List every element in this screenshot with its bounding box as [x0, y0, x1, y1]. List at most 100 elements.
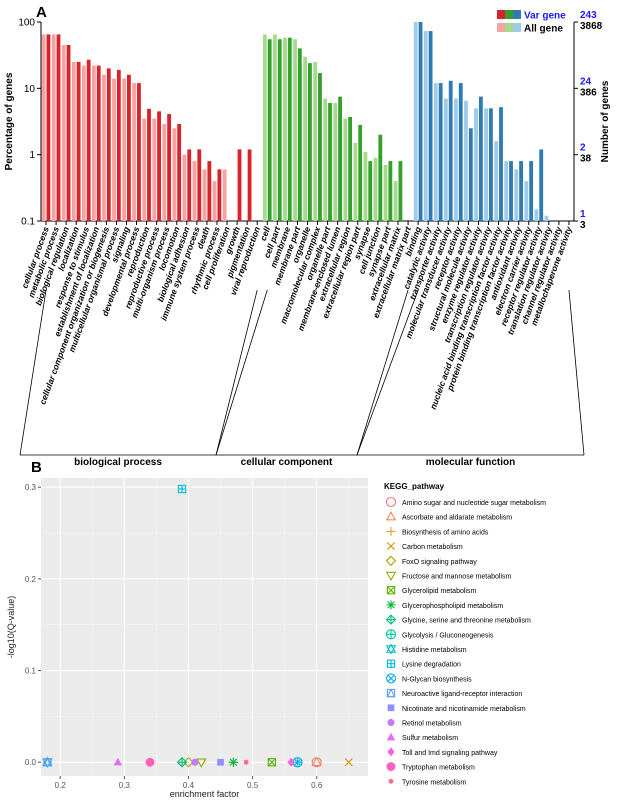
marker-shape	[387, 747, 395, 757]
marker-diamond	[287, 757, 295, 767]
legend-entry-label: Carbon metabolism	[402, 544, 463, 551]
legend-entry-label: Histidine metabolism	[402, 647, 467, 654]
bar-all-gene	[373, 157, 378, 221]
bar-var-gene	[458, 83, 463, 221]
marker-stroke	[267, 758, 276, 767]
legend-entry-label: N-Glycan biosynthesis	[402, 676, 472, 683]
legend-entry-label: Retinol metabolism	[402, 721, 462, 728]
legend-entry-label: Neuroactive ligand-receptor interaction	[402, 691, 522, 698]
bar-all-gene	[333, 103, 338, 221]
bar-plot-area	[41, 22, 574, 221]
legend-swatch-var	[513, 10, 521, 19]
marker-stroke	[229, 758, 238, 767]
marker-shape	[386, 762, 396, 772]
marker-cross	[387, 542, 395, 551]
legend-swatch-all	[505, 23, 513, 32]
marker-circle-large	[386, 762, 396, 772]
bar-all-gene	[343, 118, 348, 221]
bar-var-gene	[116, 69, 121, 221]
bar-all-gene	[71, 61, 76, 221]
marker-circle-small	[243, 759, 249, 765]
marker-shape	[113, 757, 123, 766]
marker-diamond-open	[385, 555, 397, 567]
legend-entry-label: FoxO signaling pathway	[402, 559, 477, 566]
marker-square	[387, 704, 395, 712]
marker-circle-cross	[385, 673, 397, 684]
group-label: molecular function	[426, 457, 515, 468]
bar-all-gene	[524, 181, 529, 221]
bar-var-gene	[398, 161, 403, 221]
group-bracket-right	[215, 289, 258, 456]
bar-var-gene	[86, 59, 91, 221]
legend-entry-label: Glycerophospholipid metabolism	[402, 603, 503, 610]
bar-all-gene	[61, 45, 66, 221]
x-category-label: cell	[258, 225, 272, 242]
legend-entry-label: Tryptophan metabolism	[402, 765, 475, 772]
bar-var-gene	[348, 116, 353, 221]
bar-var-gene	[76, 61, 81, 221]
marker-circle	[191, 758, 199, 766]
marker-shape	[191, 758, 199, 766]
bar-all-gene	[102, 74, 106, 222]
bar-all-gene	[313, 61, 318, 221]
bar-var-gene	[66, 45, 71, 221]
marker-shape	[385, 673, 397, 684]
bar-all-gene	[494, 141, 499, 221]
bar-all-gene	[51, 34, 56, 221]
x-tick-label: 0.5	[247, 781, 259, 790]
bar-all-gene	[454, 98, 458, 221]
y2-axis-title: Number of genes	[600, 80, 611, 162]
y-axis-title: -log10(Q-value)	[6, 596, 16, 659]
marker-triangle-open	[385, 511, 397, 521]
marker-shape	[386, 688, 396, 698]
marker-shape	[387, 704, 395, 712]
marker-shape	[287, 757, 295, 767]
marker-shape	[145, 757, 155, 767]
y2-tick-label-var: 243	[580, 10, 597, 21]
bar-var-gene	[338, 96, 342, 221]
marker-shape	[385, 645, 397, 655]
bar-all-gene	[152, 118, 157, 221]
bar-var-gene	[489, 108, 493, 221]
legend-title: KEGG_pathway	[384, 482, 445, 491]
marker-asterisk	[228, 757, 238, 767]
x-tick-label: 0.3	[119, 781, 131, 790]
bar-all-gene	[212, 181, 217, 221]
marker-shape	[311, 756, 322, 766]
bar-all-gene	[162, 123, 167, 221]
panel-b-label: B	[31, 459, 42, 476]
bar-var-gene	[187, 149, 192, 221]
y-tick-label: 10	[24, 84, 36, 95]
bar-var-gene	[509, 161, 513, 221]
bar-all-gene	[293, 39, 297, 221]
bar-var-gene	[167, 114, 172, 221]
bar-all-gene	[393, 181, 398, 221]
bar-var-gene	[438, 83, 443, 221]
bar-var-gene	[287, 37, 292, 221]
marker-diamond	[387, 747, 395, 757]
marker-triangle-down-open	[385, 571, 397, 582]
legend-entry-label: Glycine, serine and threonine metabolism	[402, 618, 531, 625]
marker-circle-large	[145, 757, 155, 767]
marker-cross	[344, 758, 353, 767]
marker-shape	[217, 758, 224, 766]
marker-triangle	[386, 732, 396, 741]
bar-var-gene	[217, 169, 222, 221]
bar-all-gene	[112, 78, 116, 222]
bar-var-gene	[147, 108, 151, 221]
bar-all-gene	[413, 22, 418, 221]
bar-var-gene	[177, 123, 182, 221]
marker-shape	[243, 759, 249, 765]
bar-var-gene	[197, 149, 202, 221]
group-bracket-right	[568, 289, 585, 456]
bar-all-gene	[142, 118, 147, 221]
legend-entry-label: Tyrosine metabolism	[402, 779, 466, 786]
legend-swatch-all	[497, 23, 505, 32]
marker-triangle	[113, 757, 123, 766]
marker-stroke	[387, 542, 395, 551]
bar-all-gene	[504, 161, 509, 221]
marker-stroke	[387, 674, 395, 682]
panel-a-label: A	[36, 4, 47, 21]
bar-all-gene	[423, 31, 428, 221]
